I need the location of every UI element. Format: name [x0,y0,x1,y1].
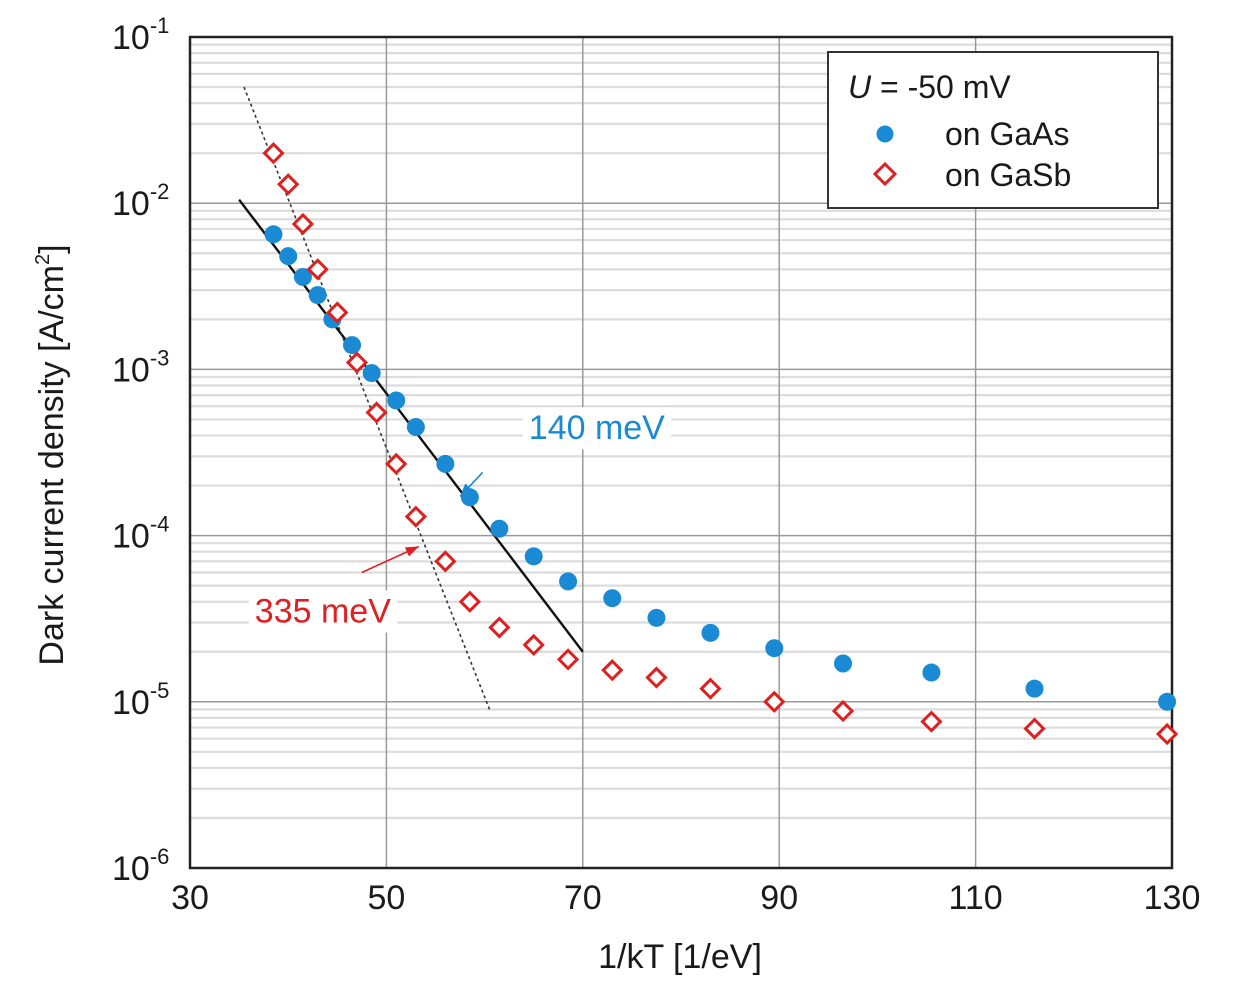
legend-label-gaas: on GaAs [945,116,1070,152]
data-point-gasb [277,173,300,196]
data-point-gasb [522,633,545,657]
y-tick-base: 10 [112,518,150,556]
y-tick-base: 10 [112,19,150,57]
data-point-gasb [262,142,285,165]
data-point-gaas [603,589,622,608]
data-point-gaas [264,225,283,244]
legend-marker-gasb [872,161,898,187]
x-tick-label: 50 [367,879,405,917]
data-point-gaas [362,364,381,383]
y-tick-label: 10-3 [112,345,169,389]
data-point-gasb [326,301,349,324]
legend-title-rest: = -50 mV [871,69,1011,105]
y-axis-title-main: Dark current density [A/cm [33,265,71,666]
data-point-gasb [556,648,580,671]
plot-frame [188,35,1174,870]
legend-title: U = -50 mV [848,69,1011,105]
data-point-gasb [920,710,943,733]
x-tick-label: 110 [948,879,1002,917]
annotation-140-mev: 140 meV [529,409,665,447]
data-point-gasb [345,351,369,374]
legend-marker-gaas [876,125,894,143]
data-point-gaas [1158,692,1177,711]
data-point-gaas [1025,679,1044,698]
legend: U = -50 mV on GaAs on GaSb [827,51,1159,209]
y-axis-title-sup: 2 [32,254,54,265]
y-tick-label: 10-4 [112,512,169,556]
series-gasb [262,142,1179,746]
legend-title-var: U [848,69,872,105]
data-point-gasb [1023,717,1046,740]
y-tick-base: 10 [112,850,150,888]
data-point-gaas [406,418,425,437]
legend-label-gasb: on GaSb [945,157,1071,193]
data-point-gaas [524,547,543,566]
x-tick-labels: 30 50 70 90 110 130 [171,879,1200,917]
data-point-gaas [490,519,509,538]
data-point-gaas [834,654,853,673]
data-point-gasb [645,666,668,689]
data-point-gaas [279,247,298,266]
y-tick-exponent: -1 [150,13,170,38]
data-point-gasb [488,616,511,639]
annotations: 140 meV 335 meV [248,407,672,633]
x-tick-label: 90 [760,879,798,917]
y-tick-exponent: -4 [150,512,170,537]
data-point-gasb [601,659,624,682]
y-tick-base: 10 [112,185,150,223]
x-axis-title: 1/kT [1/eV] [598,938,762,976]
annotation-background [522,407,672,450]
y-tick-labels: 10-610-510-410-310-210-1 [112,13,169,888]
data-point-gaas [343,336,362,355]
y-tick-label: 10-5 [112,678,169,722]
y-tick-label: 10-6 [112,844,169,888]
y-tick-label: 10-1 [112,13,169,57]
data-point-gasb [763,690,786,713]
annotation-335-mev: 335 meV [255,593,391,631]
data-point-gasb [699,677,722,700]
data-point-gasb [306,258,329,281]
data-point-gasb [291,212,315,236]
data-point-gaas [308,286,327,305]
x-tick-label: 30 [171,879,209,917]
data-point-gasb [404,505,427,528]
y-axis-title: Dark current density [A/cm2] [32,244,71,665]
annotation-arrow-head [460,483,473,497]
data-point-gasb [1155,722,1179,746]
y-tick-base: 10 [112,351,150,389]
annotation-arrow-head [404,546,419,557]
y-tick-exponent: -2 [150,179,170,204]
data-point-gasb [831,699,855,723]
data-point-gasb [458,590,481,613]
data-point-gaas [559,572,578,591]
y-tick-exponent: -6 [150,844,170,869]
data-point-gasb [365,401,388,424]
x-tick-label: 130 [1144,879,1201,917]
y-tick-label: 10-2 [112,179,169,223]
data-point-gaas [922,663,941,682]
data-point-gaas [701,623,720,642]
data-point-gaas [647,608,666,627]
y-tick-exponent: -3 [150,345,170,370]
data-point-gasb [434,550,457,573]
data-point-gaas [387,391,406,410]
data-point-gaas [436,454,455,473]
data-point-gaas [765,639,784,658]
y-tick-exponent: -5 [150,678,170,703]
annotation-background [248,590,398,633]
data-point-gaas [293,267,312,286]
data-point-gasb [385,452,408,476]
y-axis-title-end: ] [33,244,71,253]
y-tick-base: 10 [112,684,150,722]
x-tick-label: 70 [564,879,602,917]
